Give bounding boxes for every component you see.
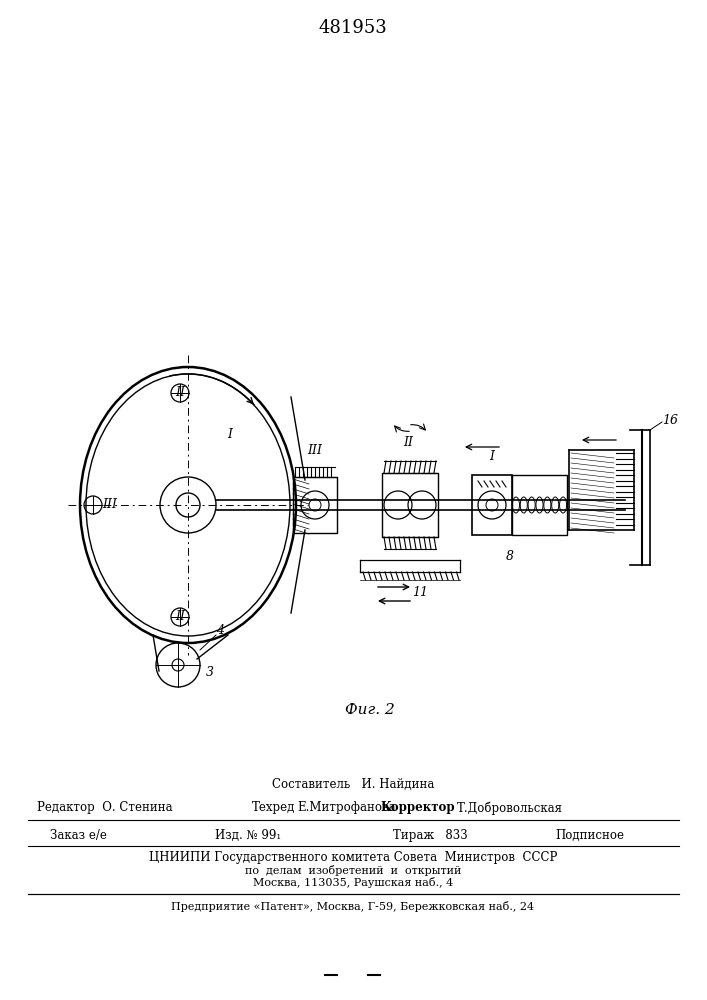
Text: Техред: Техред <box>252 802 295 814</box>
Text: Е.Митрофанова: Е.Митрофанова <box>297 802 396 814</box>
Text: 481953: 481953 <box>319 19 387 37</box>
Text: Москва, 113035, Раушская наб., 4: Москва, 113035, Раушская наб., 4 <box>253 876 453 888</box>
Text: I: I <box>228 428 233 442</box>
Text: Т.Добровольская: Т.Добровольская <box>457 801 563 815</box>
Text: Корректор: Корректор <box>380 802 455 814</box>
Text: I: I <box>489 450 494 464</box>
Text: Изд. № 99₁: Изд. № 99₁ <box>215 828 281 842</box>
Text: 4: 4 <box>216 624 224 637</box>
Text: 11: 11 <box>412 585 428 598</box>
Text: 8: 8 <box>506 550 514 564</box>
Text: II: II <box>175 610 185 624</box>
Text: Заказ е/е: Заказ е/е <box>49 828 107 842</box>
Text: II: II <box>403 436 413 450</box>
Bar <box>293 477 337 533</box>
Text: Подписное: Подписное <box>556 828 624 842</box>
Bar <box>472 475 512 535</box>
Text: 3: 3 <box>206 666 214 680</box>
Text: II: II <box>175 386 185 399</box>
Text: III: III <box>103 498 117 512</box>
Text: Тираж   833: Тираж 833 <box>392 828 467 842</box>
Text: Фиг. 2: Фиг. 2 <box>345 703 395 717</box>
Text: Редактор  О. Стенина: Редактор О. Стенина <box>37 802 173 814</box>
Text: ЦНИИПИ Государственного комитета Совета  Министров  СССР: ЦНИИПИ Государственного комитета Совета … <box>148 852 557 864</box>
Text: Составитель   И. Найдина: Составитель И. Найдина <box>271 778 434 790</box>
Text: 16: 16 <box>662 414 678 426</box>
Text: III: III <box>308 444 322 456</box>
Text: по  делам  изобретений  и  открытий: по делам изобретений и открытий <box>245 865 461 876</box>
Text: Предприятие «Патент», Москва, Г-59, Бережковская наб., 24: Предприятие «Патент», Москва, Г-59, Бере… <box>171 900 534 912</box>
Bar <box>382 473 438 537</box>
Bar <box>512 475 567 535</box>
